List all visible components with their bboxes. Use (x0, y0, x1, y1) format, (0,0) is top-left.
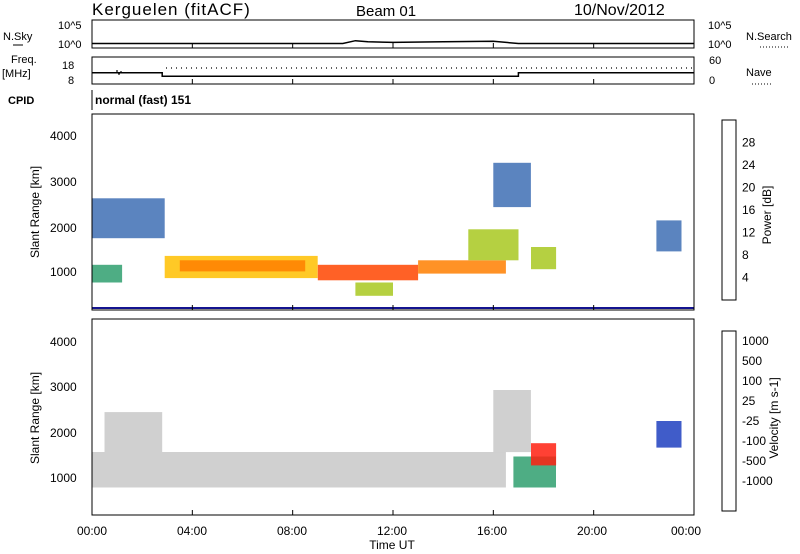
heatmap-cell (493, 162, 531, 208)
nsky-label: N.Sky (3, 31, 33, 43)
colorbar-tick-label: 25 (742, 394, 756, 408)
heatmap-cell (493, 390, 531, 453)
power-ytick-4000: 4000 (50, 129, 77, 143)
nsearch-tick-bottom: 10^0 (708, 39, 732, 51)
colorbar-tick-label: 4 (742, 271, 749, 285)
heatmap-cell (531, 443, 557, 466)
xtick-1600: 16:00 (477, 524, 507, 538)
power-heatmap (92, 162, 682, 296)
cpid-label: CPID (8, 95, 34, 107)
colorbar-tick-label: 8 (742, 248, 749, 262)
cpid-value: normal (fast) 151 (95, 93, 191, 107)
colorbar-tick-label: 16 (742, 203, 756, 217)
nsky-series-line (92, 39, 694, 45)
velocity-ytick-4000: 4000 (50, 335, 77, 349)
xtick-1200: 12:00 (377, 524, 407, 538)
heatmap-cell (418, 260, 506, 274)
velocity-cbar-label: Velocity [m s-1] (767, 377, 781, 458)
velocity-ytick-1000: 1000 (50, 471, 77, 485)
heatmap-cell (92, 198, 165, 239)
colorbar-tick-label: -500 (742, 454, 766, 468)
colorbar-tick-label: 1000 (742, 334, 769, 348)
nave-tick-top: 60 (709, 55, 721, 67)
colorbar-frame (721, 119, 737, 301)
heatmap-cell (317, 264, 419, 281)
heatmap-cell (656, 220, 682, 252)
velocity-colorbar: 1000 500 100 25 -25 -100 -500 -1000 (721, 330, 773, 512)
axis-ticks (91, 43, 695, 515)
velocity-ytick-2000: 2000 (50, 426, 77, 440)
heatmap-cell (92, 264, 123, 283)
velocity-heatmap (92, 390, 682, 488)
colorbar-tick-label: 100 (742, 374, 762, 388)
freq-tick-bottom: 8 (68, 75, 74, 87)
x-axis: 00:00 04:00 08:00 12:00 16:00 20:00 00:0… (77, 524, 701, 552)
nsky-tick-top: 10^5 (58, 20, 82, 32)
power-ylabel: Slant Range [km] (28, 166, 42, 258)
freq-panel: Freq. [MHz] 18 8 60 0 Nave (2, 54, 772, 87)
colorbar-tick-label: -100 (742, 434, 766, 448)
freq-tick-top: 18 (62, 60, 74, 72)
power-ytick-1000: 1000 (50, 265, 77, 279)
station-title: Kerguelen (fitACF) (92, 0, 251, 19)
freq-label: Freq. (11, 54, 37, 66)
heatmap-cell (468, 229, 519, 261)
beam-title: Beam 01 (356, 3, 416, 20)
xtick-2000: 20:00 (577, 524, 607, 538)
nave-label: Nave (746, 67, 772, 79)
freq-series-line (92, 71, 694, 77)
nsearch-tick-top: 10^5 (708, 20, 732, 32)
colorbar-tick-label: -1000 (742, 474, 773, 488)
colorbar-tick-label: 12 (742, 226, 756, 240)
colorbar-tick-label: 24 (742, 158, 756, 172)
nave-early-dots (116, 70, 122, 75)
date-title: 10/Nov/2012 (574, 2, 665, 19)
heatmap-cell (104, 412, 163, 452)
velocity-panel: 4000 3000 2000 1000 Slant Range [km] 100… (28, 318, 781, 516)
nave-tick-bottom: 0 (709, 75, 715, 87)
xtick-2400: 00:00 (671, 524, 701, 538)
velocity-ytick-3000: 3000 (50, 380, 77, 394)
nsky-panel: N.Sky 10^5 10^0 10^5 10^0 N.Search (3, 19, 792, 51)
colorbar-frame (721, 330, 737, 512)
velocity-ylabel: Slant Range [km] (28, 372, 42, 464)
heatmap-cell (656, 421, 682, 448)
colorbar-tick-label: 20 (742, 181, 756, 195)
power-ytick-3000: 3000 (50, 175, 77, 189)
xtick-0000: 00:00 (77, 524, 107, 538)
heatmap-cell (531, 247, 557, 270)
heatmap-cell (355, 282, 393, 296)
xtick-0800: 08:00 (277, 524, 307, 538)
heatmap-cell (179, 260, 306, 272)
freq-unit: [MHz] (2, 68, 31, 80)
power-cbar-label: Power [dB] (760, 186, 774, 245)
xtick-0400: 04:00 (177, 524, 207, 538)
nsky-tick-bottom: 10^0 (58, 39, 82, 51)
power-frame (91, 113, 695, 311)
nsearch-label: N.Search (746, 31, 792, 43)
colorbar-tick-label: -25 (742, 414, 760, 428)
colorbar-tick-label: 28 (742, 136, 756, 150)
power-panel: 4000 3000 2000 1000 Slant Range [km] 282… (28, 113, 774, 311)
heatmap-cell (92, 452, 506, 488)
power-ytick-2000: 2000 (50, 221, 77, 235)
power-colorbar: 28 24 20 16 12 8 4 (721, 119, 756, 301)
colorbar-tick-label: 500 (742, 354, 762, 368)
x-axis-title: Time UT (369, 538, 415, 552)
